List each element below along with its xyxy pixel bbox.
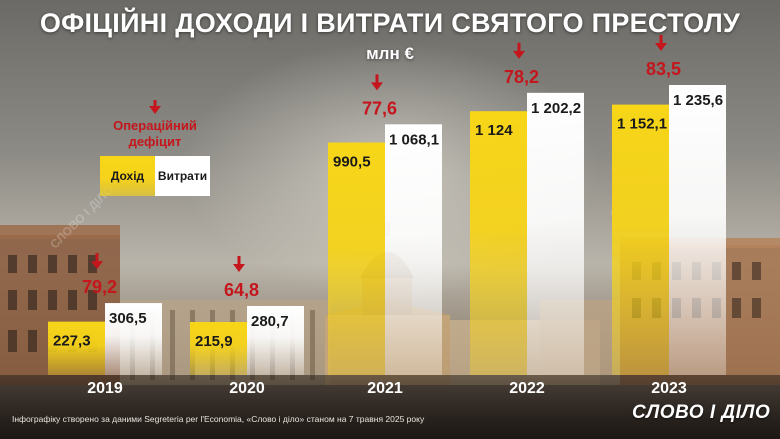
deficit-arrow-stem-2021 (375, 74, 379, 84)
legend-income: Дохід (100, 156, 155, 196)
x-tick-2020: 2020 (229, 380, 265, 397)
label-income-2023: 1 152,1 (617, 116, 667, 133)
label-deficit-2023: 83,5 (646, 59, 681, 79)
label-expense-2023: 1 235,6 (673, 92, 723, 109)
label-income-2022: 1 124 (475, 122, 513, 139)
deficit-arrow-stem-2023 (659, 35, 663, 44)
x-tick-2022: 2022 (509, 380, 545, 397)
x-tick-2021: 2021 (367, 380, 403, 397)
label-expense-2019: 306,5 (109, 310, 147, 327)
deficit-arrow-stem-2022 (517, 42, 521, 52)
label-income-2021: 990,5 (333, 154, 371, 171)
brand-logo: СЛОВО І ДІЛО (632, 402, 771, 423)
footnote: Інфографіку створено за даними Segreteri… (12, 414, 425, 424)
deficit-arrow-2023 (655, 43, 667, 51)
bar-expense-2021 (385, 124, 442, 375)
bar-income-2022 (470, 111, 527, 376)
label-income-2019: 227,3 (53, 333, 91, 350)
bar-income-2021 (328, 142, 385, 375)
deficit-arrow-2019 (91, 261, 103, 270)
bar-income-2023 (612, 104, 669, 375)
label-expense-2021: 1 068,1 (389, 131, 439, 148)
chart-title: ОФІЦІЙНІ ДОХОДИ І ВИТРАТИ СВЯТОГО ПРЕСТО… (39, 8, 741, 38)
deficit-arrow-2021 (371, 82, 383, 91)
unit-label: млн € (366, 44, 414, 63)
bar-expense-2020 (247, 306, 304, 375)
bar-expense-2019 (105, 303, 162, 375)
bar-income-2020 (190, 322, 247, 375)
legend-deficit-label: Операційний дефіцит (113, 118, 197, 149)
label-deficit-2020: 64,8 (224, 280, 259, 300)
bar-expense-2022 (527, 92, 584, 375)
legend-deficit-arrow-icon (149, 100, 161, 114)
deficit-arrow-stem-2020 (237, 256, 241, 265)
x-tick-2019: 2019 (87, 380, 123, 397)
deficit-arrow-2022 (513, 50, 525, 59)
label-deficit-2021: 77,6 (362, 98, 397, 118)
label-expense-2020: 280,7 (251, 313, 289, 330)
deficit-arrow-2020 (233, 264, 245, 272)
label-income-2020: 215,9 (195, 333, 233, 350)
legend-expense: Витрати (155, 156, 210, 196)
label-expense-2022: 1 202,2 (531, 100, 581, 117)
ground-shadow (0, 375, 780, 439)
label-deficit-2022: 78,2 (504, 67, 539, 87)
bar-expense-2023 (669, 85, 726, 375)
label-deficit-2019: 79,2 (82, 277, 117, 297)
bar-income-2019 (48, 321, 105, 375)
deficit-arrow-stem-2019 (95, 253, 99, 263)
x-tick-2023: 2023 (651, 380, 687, 397)
